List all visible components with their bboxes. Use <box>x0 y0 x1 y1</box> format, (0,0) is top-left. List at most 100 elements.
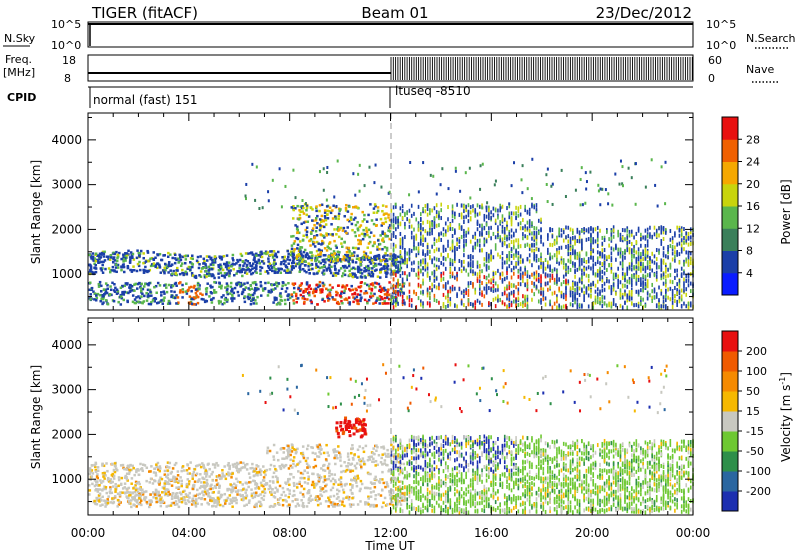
data-cell <box>97 261 100 264</box>
data-cell <box>369 203 372 206</box>
data-cell <box>431 231 433 236</box>
data-cell <box>219 477 222 481</box>
data-cell <box>635 240 638 245</box>
data-cell <box>329 211 333 215</box>
data-cell <box>385 294 389 298</box>
data-cell <box>321 218 324 222</box>
data-cell <box>506 244 508 249</box>
data-cell <box>235 262 238 265</box>
data-cell <box>305 281 309 284</box>
data-cell <box>399 503 403 506</box>
data-cell <box>683 236 685 241</box>
data-cell <box>93 463 96 467</box>
data-cell <box>497 287 499 292</box>
data-cell <box>642 266 644 271</box>
data-cell <box>655 233 658 238</box>
data-cell <box>526 305 529 310</box>
data-cell <box>424 209 427 214</box>
data-cell <box>689 289 692 294</box>
data-cell <box>314 452 317 455</box>
data-cell <box>219 265 223 268</box>
data-cell <box>313 236 317 239</box>
data-cell <box>387 293 391 296</box>
data-cell <box>331 217 335 220</box>
data-cell <box>345 266 349 269</box>
data-cell <box>93 292 97 295</box>
data-cell <box>235 283 239 287</box>
data-cell <box>547 273 549 278</box>
data-cell <box>556 257 558 262</box>
data-cell <box>640 277 642 282</box>
data-cell <box>438 300 440 305</box>
data-cell <box>644 266 647 271</box>
data-cell <box>517 261 520 266</box>
data-cell <box>646 234 649 239</box>
data-cell <box>261 206 264 210</box>
data-cell <box>592 281 595 286</box>
data-cell <box>429 220 431 225</box>
data-cell <box>244 491 247 494</box>
data-cell <box>374 204 377 208</box>
data-cell <box>210 291 213 295</box>
data-cell <box>472 284 474 289</box>
data-cell <box>603 265 606 270</box>
data-cell <box>321 225 324 228</box>
data-cell <box>601 251 604 256</box>
data-cell <box>268 253 272 257</box>
data-cell <box>259 493 262 496</box>
data-cell <box>463 294 465 299</box>
data-cell <box>128 470 131 474</box>
data-cell <box>406 217 408 222</box>
data-cell <box>546 200 549 204</box>
data-cell <box>417 242 420 247</box>
data-cell <box>340 242 343 245</box>
nsearch-label: N.Search <box>746 32 796 45</box>
data-cell <box>209 497 212 500</box>
data-cell <box>463 266 465 271</box>
data-cell <box>297 231 301 235</box>
data-cell <box>383 296 387 300</box>
data-cell <box>218 486 221 490</box>
data-cell <box>635 265 638 270</box>
data-cell <box>297 252 301 256</box>
data-cell <box>583 267 585 272</box>
data-cell <box>599 252 601 257</box>
data-cell <box>444 229 447 234</box>
data-cell <box>198 287 201 291</box>
data-cell <box>633 248 635 253</box>
data-cell <box>203 259 206 263</box>
data-cell <box>408 255 411 260</box>
data-cell <box>304 220 307 224</box>
data-cell <box>179 264 183 268</box>
data-cell <box>291 217 295 220</box>
data-cell <box>328 209 331 213</box>
data-cell <box>378 242 382 246</box>
data-cell <box>363 253 366 257</box>
data-cell <box>309 251 312 254</box>
data-cell <box>210 298 214 301</box>
data-cell <box>510 234 513 239</box>
data-cell <box>649 272 651 277</box>
data-cell <box>404 250 406 255</box>
data-cell <box>271 250 274 253</box>
data-cell <box>410 230 413 235</box>
data-cell <box>252 491 256 495</box>
data-cell <box>662 236 665 241</box>
data-cell <box>205 472 209 476</box>
data-cell <box>358 163 361 167</box>
data-cell <box>320 266 324 269</box>
data-cell <box>164 268 167 272</box>
data-cell <box>299 249 302 253</box>
data-cell <box>478 300 481 305</box>
data-cell <box>194 503 197 506</box>
data-cell <box>146 295 149 298</box>
data-cell <box>392 212 395 217</box>
data-cell <box>635 259 638 264</box>
data-cell <box>303 259 306 263</box>
data-cell <box>501 265 504 270</box>
data-cell <box>259 280 262 284</box>
data-cell <box>581 275 583 280</box>
data-cell <box>556 269 558 274</box>
data-cell <box>408 282 411 287</box>
data-cell <box>314 266 318 269</box>
